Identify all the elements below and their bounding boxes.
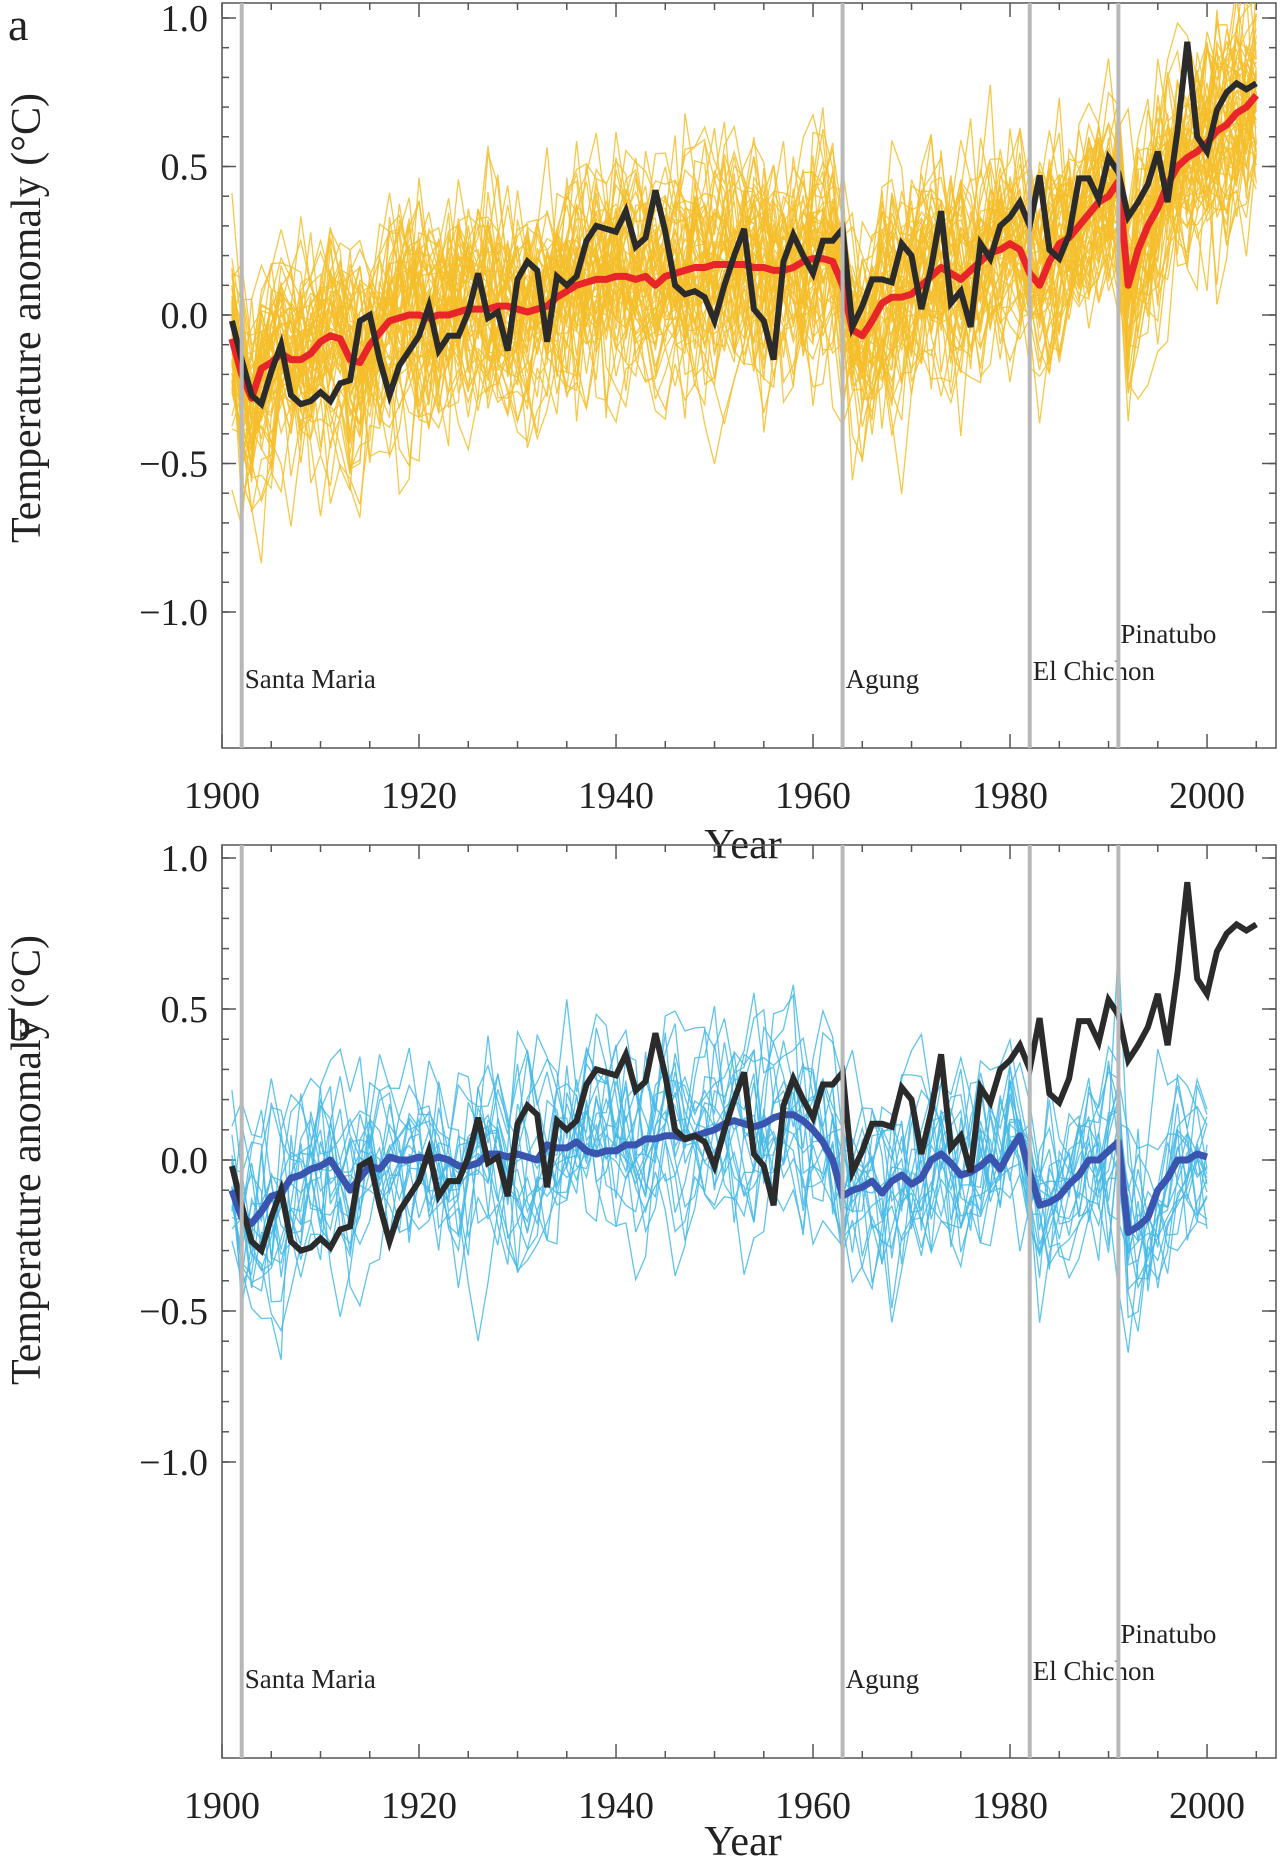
y-tick-label: 0.0 — [161, 295, 209, 337]
volcano-label: Pinatubo — [1120, 619, 1216, 649]
plot-frame — [221, 2, 1277, 749]
observed-line — [228, 41, 1258, 410]
y-tick-label: 1.0 — [161, 0, 209, 40]
x-tick-label: 1960 — [775, 775, 851, 817]
y-tick-label: 0.5 — [161, 147, 209, 189]
volcano-label: Santa Maria — [245, 1664, 376, 1694]
panel-b: b 1.0 0.5 0.0 −0.5 −1.0 1900 1920 1940 1960 1980 20… — [4, 838, 1277, 1861]
plot-area — [228, 3, 1259, 564]
volcano-label: Agung — [846, 1664, 920, 1694]
y-tick-label: 0.0 — [161, 1140, 209, 1182]
model-mean-line — [228, 1111, 1209, 1236]
volcano-label: El Chichon — [1033, 1656, 1156, 1686]
volcano-label: Pinatubo — [1120, 1619, 1216, 1649]
y-axis-title: Temperature anomaly (°C) — [4, 93, 50, 543]
x-tick-label: 1980 — [972, 775, 1048, 817]
x-tick-label: 1900 — [184, 775, 260, 817]
y-tick-label: −0.5 — [139, 1291, 208, 1333]
volcano-label: El Chichon — [1033, 656, 1156, 686]
x-tick-label: 2000 — [1169, 1785, 1245, 1827]
ensemble-member-line — [231, 1036, 1208, 1323]
x-tick-label: 2000 — [1169, 775, 1245, 817]
ensemble-member-line — [231, 31, 1257, 449]
model-mean-line — [228, 92, 1259, 402]
volcano-label: Santa Maria — [245, 664, 376, 694]
x-tick-label: 1980 — [972, 1785, 1048, 1827]
y-tick-label: −1.0 — [139, 592, 208, 634]
x-tick-label: 1940 — [578, 1785, 654, 1827]
observed-line — [228, 881, 1258, 1257]
plot-frame — [221, 844, 1277, 1759]
panel-letter: b — [8, 999, 31, 1050]
y-tick-label: 1.0 — [161, 838, 209, 880]
ensemble-member-line — [231, 58, 1257, 427]
ensemble-member-line — [231, 103, 1257, 434]
ensemble-member-line — [231, 58, 1257, 449]
x-tick-label: 1900 — [184, 1785, 260, 1827]
ensemble-members — [231, 3, 1257, 564]
ensemble-member-line — [231, 992, 1208, 1280]
ensemble-member-line — [231, 95, 1257, 490]
ensemble-member-line — [231, 3, 1257, 407]
ensemble-member-line — [231, 100, 1257, 412]
ensemble-member-line — [231, 1069, 1208, 1277]
y-tick-label: 0.5 — [161, 989, 209, 1031]
y-tick-label: −0.5 — [139, 444, 208, 486]
plot-area — [228, 881, 1258, 1361]
panel-a: a 1.0 0.5 0.0 −0.5 −1.0 1900 1920 1940 1960 1980 20… — [4, 0, 1277, 868]
volcano-label: Agung — [846, 664, 920, 694]
x-tick-label: 1920 — [381, 1785, 457, 1827]
ensemble-member-line — [231, 39, 1257, 472]
y-tick-label: −1.0 — [139, 1442, 208, 1484]
ensemble-member-line — [231, 1032, 1208, 1308]
y-axis-title: Temperature anomaly (°C) — [4, 935, 50, 1385]
panel-letter: a — [8, 0, 28, 50]
ensemble-member-line — [231, 1050, 1208, 1332]
ensemble-member-line — [231, 1005, 1208, 1323]
x-axis-title: Year — [704, 1819, 781, 1861]
x-tick-label: 1960 — [775, 1785, 851, 1827]
x-tick-label: 1940 — [578, 775, 654, 817]
x-tick-label: 1920 — [381, 775, 457, 817]
